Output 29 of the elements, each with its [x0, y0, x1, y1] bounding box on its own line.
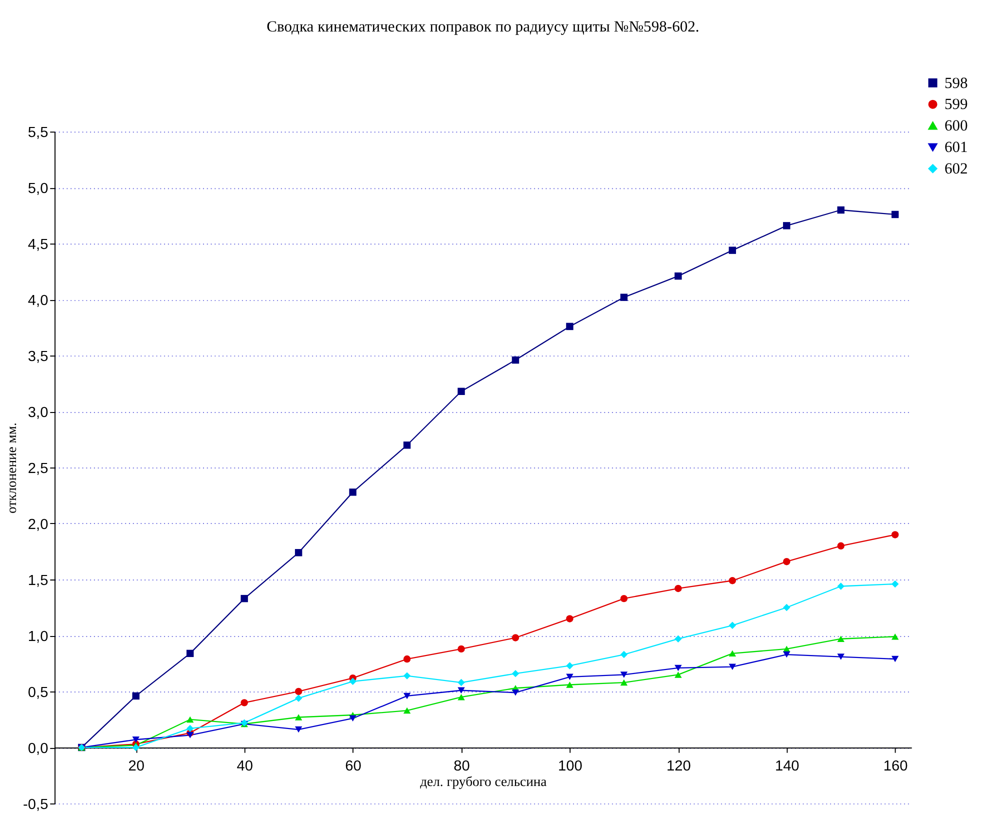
- legend-label: 602: [944, 160, 968, 178]
- y-axis-title: отклонение мм.: [4, 422, 20, 514]
- y-tick-label: 5,5: [28, 124, 48, 141]
- legend-label: 601: [944, 139, 968, 156]
- y-tick-label: 0,5: [28, 684, 48, 701]
- y-tick-label: 1,5: [28, 572, 48, 589]
- x-tick-label: 100: [558, 758, 582, 774]
- legend-label: 599: [944, 96, 968, 114]
- x-tick-label: 160: [883, 758, 908, 774]
- y-tick-label: 1,0: [28, 628, 48, 645]
- y-tick-label: 2,5: [28, 460, 48, 477]
- x-tick-label: 80: [454, 758, 470, 774]
- x-tick-label: 20: [128, 758, 144, 774]
- x-axis-title: дел. грубого сельсина: [420, 774, 547, 789]
- legend-label: 600: [944, 118, 968, 135]
- y-tick-label: 4,0: [28, 292, 48, 309]
- x-tick-label: 120: [666, 758, 691, 774]
- chart-title: Сводка кинематических поправок по радиусу щиты №№598-602.: [266, 18, 700, 36]
- legend-label: 598: [944, 74, 968, 92]
- y-tick-label: 4,5: [28, 236, 48, 253]
- y-tick-label: 0,0: [28, 740, 48, 757]
- y-tick-label: 3,0: [28, 404, 48, 421]
- x-tick-label: 40: [236, 758, 253, 774]
- y-tick-label: 5,0: [28, 180, 48, 197]
- x-tick-label: 140: [774, 758, 800, 774]
- x-tick-label: 60: [345, 758, 362, 774]
- y-tick-label: 2,0: [28, 516, 48, 533]
- y-tick-label: 3,5: [28, 348, 48, 365]
- y-tick-label: -0,5: [23, 796, 48, 813]
